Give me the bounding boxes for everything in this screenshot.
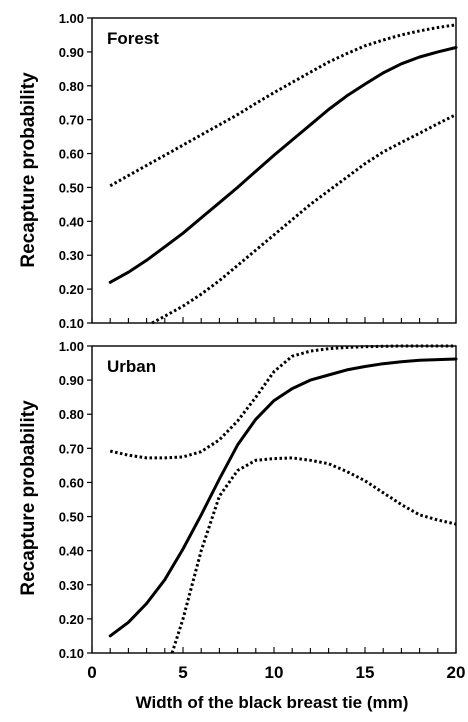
forest-panel-label: Forest [107, 29, 159, 48]
urban-panel-label: Urban [107, 357, 156, 376]
urban-y-tick-label: 1.00 [59, 339, 84, 354]
urban-y-axis-label: Recapture probability [18, 400, 39, 596]
forest-y-tick-label: 0.90 [59, 45, 84, 60]
forest-lower-ci-line [151, 113, 457, 325]
forest-y-axis-label: Recapture probability [18, 72, 39, 268]
forest-y-tick-label: 0.30 [59, 248, 84, 263]
urban-x-tick-label: 5 [178, 663, 187, 682]
forest-y-tick-label: 0.80 [59, 79, 84, 94]
urban-y-tick-label: 0.10 [59, 646, 84, 661]
forest-y-tick-label: 0.60 [59, 147, 84, 162]
urban-y-tick-label: 0.70 [59, 441, 84, 456]
urban-y-ticks: 0.10 0.20 0.30 0.40 0.50 0.60 0.70 0.80 0.90 1.00 [59, 339, 92, 661]
urban-y-tick-label: 0.80 [59, 407, 84, 422]
forest-y-tick-label: 0.40 [59, 214, 84, 229]
urban-x-tick-label: 20 [447, 663, 466, 682]
urban-y-tick-label: 0.20 [59, 612, 84, 627]
urban-y-tick-label: 0.60 [59, 475, 84, 490]
urban-x-tick-label: 10 [265, 663, 284, 682]
forest-x-tick-marks [91, 317, 457, 323]
forest-y-tick-label: 1.00 [59, 11, 84, 26]
forest-y-tick-label: 0.70 [59, 113, 84, 128]
urban-x-ticks: 0 5 10 15 20 [87, 647, 465, 682]
urban-y-tick-label: 0.50 [59, 510, 84, 525]
forest-y-tick-label: 0.20 [59, 282, 84, 297]
forest-series [108, 23, 458, 325]
urban-x-tick-label: 15 [356, 663, 375, 682]
forest-y-tick-label: 0.50 [59, 180, 84, 195]
urban-panel: Urban Recapture probability 0.10 0.20 0.30… [18, 339, 465, 712]
forest-y-ticks: 0.10 0.20 0.30 0.40 0.50 0.60 0.70 0.80 0.90 1.00 [59, 11, 92, 331]
urban-y-tick-label: 0.30 [59, 578, 84, 593]
urban-estimate-line [108, 357, 458, 638]
urban-lower-ci-line [170, 456, 457, 654]
forest-panel: Forest Recapture probability 0.10 0.20 0.3… [18, 11, 458, 331]
forest-upper-ci-line [109, 23, 457, 188]
forest-estimate-line [108, 46, 458, 284]
urban-plot-frame [91, 345, 457, 654]
urban-y-tick-label: 0.40 [59, 544, 84, 559]
urban-series [108, 344, 458, 654]
forest-y-tick-label: 0.10 [59, 316, 84, 331]
urban-y-tick-label: 0.90 [59, 373, 84, 388]
x-axis-label: Width of the black breast tie (mm) [136, 693, 409, 712]
urban-x-tick-label: 0 [87, 663, 96, 682]
